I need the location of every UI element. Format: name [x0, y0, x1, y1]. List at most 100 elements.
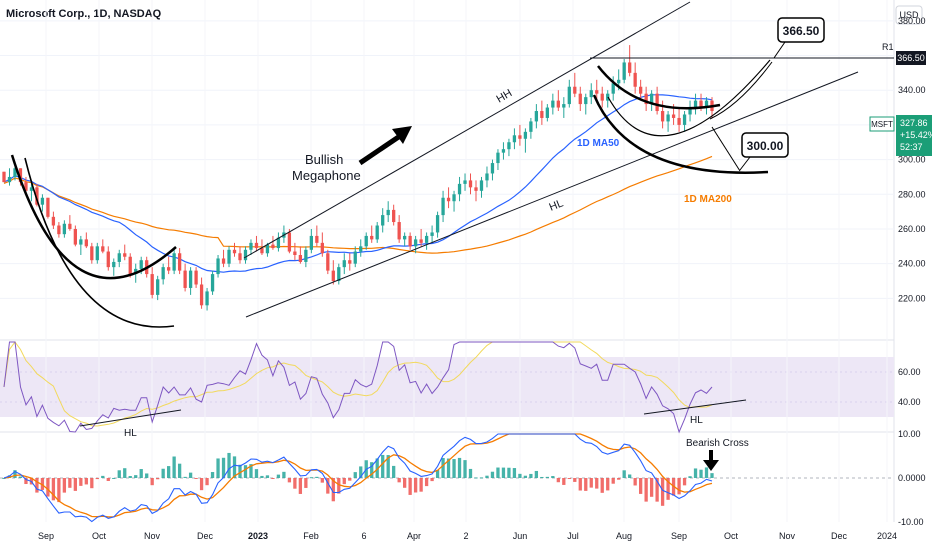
- candle-body: [112, 261, 116, 268]
- candle-body: [622, 62, 626, 80]
- macd-histogram-bar: [375, 458, 379, 478]
- macd-histogram-bar: [238, 464, 242, 478]
- macd-histogram-bar: [545, 476, 549, 478]
- macd-histogram-bar: [639, 478, 643, 494]
- macd-histogram-bar: [617, 478, 621, 480]
- candle-body: [457, 183, 462, 195]
- candle-body: [682, 114, 687, 125]
- time-tick-label: Nov: [144, 531, 161, 541]
- megaphone-label: Megaphone: [292, 168, 361, 183]
- macd-histogram-bar: [677, 478, 681, 495]
- macd-histogram-bar: [666, 478, 670, 500]
- countdown-text: 52:37: [900, 142, 923, 152]
- currency-label: USD: [899, 10, 919, 20]
- candle-body: [639, 86, 643, 94]
- macd-histogram-bar: [512, 468, 517, 478]
- candle-body: [210, 274, 215, 292]
- candle-body: [413, 239, 418, 247]
- megaphone-lower-line: [245, 71, 859, 318]
- candle-body: [205, 291, 209, 306]
- macd-histogram-bar: [562, 478, 566, 485]
- macd-histogram-bar: [534, 470, 539, 478]
- target-down-callout: 300.00: [739, 132, 789, 171]
- macd-histogram-bar: [655, 478, 659, 502]
- macd-histogram-bar: [424, 478, 429, 487]
- macd-histogram-bar: [446, 458, 451, 478]
- macd-histogram-bar: [51, 478, 56, 501]
- candle-body: [688, 107, 692, 115]
- rsi-hl-right-label: HL: [690, 415, 703, 426]
- macd-histogram-bar: [573, 478, 577, 482]
- macd-histogram-bar: [24, 478, 28, 485]
- macd-histogram-bar: [57, 478, 61, 503]
- macd-histogram-bar: [584, 478, 588, 491]
- projection-path-up: [709, 61, 773, 120]
- candle-body: [161, 267, 165, 280]
- candle-body: [392, 209, 396, 223]
- candle-body: [578, 93, 582, 105]
- left-lower-arc: [24, 157, 175, 328]
- candle-body: [479, 180, 484, 191]
- candle-body: [677, 117, 681, 125]
- time-tick-label: Apr: [407, 531, 421, 541]
- currency-button[interactable]: USD: [895, 5, 923, 25]
- candle-body: [128, 256, 132, 275]
- macd-histogram-bar: [518, 473, 522, 478]
- candle-body: [381, 215, 385, 226]
- candle-body: [134, 268, 138, 275]
- candle-body: [359, 246, 363, 252]
- macd-histogram-bar: [370, 462, 374, 478]
- candle-body: [7, 176, 12, 183]
- macd-histogram-bar: [606, 478, 610, 491]
- candle-body: [183, 270, 187, 288]
- candle-body: [227, 249, 231, 264]
- macd-histogram-bar: [188, 472, 193, 478]
- macd-histogram-bar: [331, 478, 335, 502]
- candle-body: [611, 83, 615, 94]
- candle-body: [337, 267, 341, 282]
- candle-body: [370, 235, 374, 240]
- candle-body: [79, 239, 83, 245]
- price-tick-label: 220.00: [898, 293, 926, 303]
- macd-histogram-bar: [622, 470, 626, 478]
- macd-histogram-bar: [567, 478, 571, 479]
- macd-histogram-bar: [408, 478, 412, 495]
- macd-histogram-bar: [644, 478, 648, 502]
- candle-body: [375, 225, 379, 240]
- candle-body: [101, 246, 105, 252]
- macd-histogram-bar: [68, 478, 72, 488]
- candle-body: [84, 239, 88, 247]
- bullish-arrow-head: [392, 126, 412, 144]
- candle-body: [216, 258, 220, 275]
- ma200-line: [3, 155, 713, 254]
- macd-tick-label: 10.00: [898, 429, 921, 439]
- candle-body: [139, 260, 143, 269]
- price-tick-label: 380.00: [898, 16, 926, 26]
- candle-body: [260, 248, 264, 254]
- right-lower-arc: [592, 94, 769, 174]
- candle-body: [172, 253, 176, 271]
- candle-body: [177, 253, 182, 271]
- macd-histogram-bar: [194, 478, 198, 479]
- macd-histogram-bar: [84, 478, 88, 485]
- macd-histogram-bar: [62, 478, 67, 493]
- candle-body: [364, 235, 368, 247]
- macd-histogram-bar: [611, 478, 615, 484]
- price-tick-label: 340.00: [898, 85, 926, 95]
- candle-body: [221, 258, 226, 264]
- candle-body: [534, 111, 539, 122]
- candle-body: [628, 62, 632, 73]
- macd-histogram-bar: [595, 478, 599, 489]
- candle-body: [106, 251, 110, 268]
- hl-price-label: HL: [548, 197, 566, 213]
- macd-histogram-bar: [123, 468, 127, 478]
- candle-body: [13, 168, 17, 177]
- macd-histogram-bar: [221, 457, 226, 478]
- macd-histogram-bar: [474, 477, 478, 479]
- macd-histogram-bar: [403, 478, 407, 488]
- candle-body: [57, 225, 61, 235]
- macd-histogram-bar: [161, 468, 165, 478]
- candle-body: [523, 131, 528, 139]
- candle-body: [73, 228, 77, 245]
